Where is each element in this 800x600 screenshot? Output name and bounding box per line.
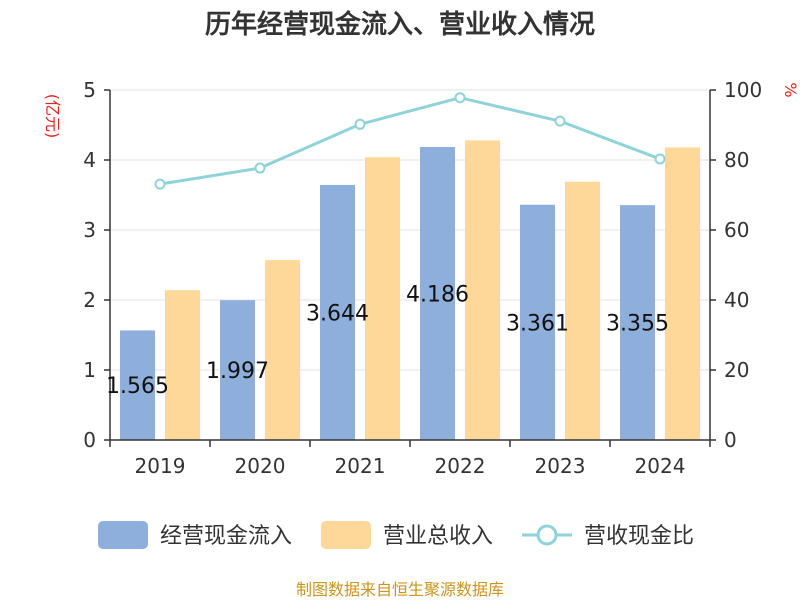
x-tick-label: 2019 bbox=[135, 454, 186, 478]
legend-item-cash-inflow[interactable]: 经营现金流入 bbox=[98, 521, 292, 549]
data-label-cash-inflow: 3.644 bbox=[306, 301, 369, 326]
left-tick-label: 1 bbox=[83, 358, 96, 382]
axes: 0 1 2 3 4 5 0 20 40 60 80 100 2019 2020 2021 2022 2023 20… bbox=[83, 78, 762, 478]
left-tick-label: 0 bbox=[83, 428, 96, 452]
legend-marker-cash-ratio bbox=[536, 524, 558, 546]
legend-item-total-revenue[interactable]: 营业总收入 bbox=[321, 521, 493, 549]
legend-label-cash-inflow: 经营现金流入 bbox=[160, 524, 292, 549]
bar-cash-inflow[interactable] bbox=[520, 204, 555, 440]
data-label-cash-inflow: 1.565 bbox=[106, 374, 169, 399]
data-label-cash-inflow: 3.355 bbox=[606, 312, 669, 337]
legend-label-cash-ratio: 营收现金比 bbox=[584, 524, 694, 549]
legend: 经营现金流入 营业总收入 营收现金比 bbox=[98, 521, 694, 549]
bar-cash-inflow[interactable] bbox=[420, 146, 455, 441]
ratio-line bbox=[154, 92, 666, 190]
x-tick-label: 2021 bbox=[335, 454, 386, 478]
legend-swatch-total-revenue bbox=[321, 521, 371, 549]
bar-total-revenue[interactable] bbox=[465, 140, 500, 440]
left-tick-label: 2 bbox=[83, 288, 96, 312]
legend-swatch-cash-inflow bbox=[98, 521, 148, 549]
x-tick-label: 2024 bbox=[635, 454, 686, 478]
right-axis-unit: % bbox=[781, 82, 800, 97]
x-tick-label: 2020 bbox=[235, 454, 286, 478]
x-tick-label: 2023 bbox=[535, 454, 586, 478]
source-note: 制图数据来自恒生聚源数据库 bbox=[296, 580, 504, 599]
bar-cash-inflow[interactable] bbox=[220, 300, 255, 440]
point-cash-ratio[interactable] bbox=[454, 92, 466, 104]
left-axis-unit: (亿元) bbox=[43, 94, 62, 139]
bar-total-revenue[interactable] bbox=[365, 157, 400, 440]
point-cash-ratio[interactable] bbox=[354, 118, 366, 130]
legend-label-total-revenue: 营业总收入 bbox=[383, 524, 493, 549]
chart-title: 历年经营现金流入、营业收入情况 bbox=[205, 9, 595, 40]
data-labels: 1.565 1.997 3.644 4.186 3.361 3.355 bbox=[106, 282, 669, 399]
data-label-cash-inflow: 1.997 bbox=[206, 359, 269, 384]
right-tick-label: 20 bbox=[724, 358, 749, 382]
x-tick-label: 2022 bbox=[435, 454, 486, 478]
bar-total-revenue[interactable] bbox=[665, 147, 700, 440]
right-tick-label: 60 bbox=[724, 218, 749, 242]
right-tick-label: 100 bbox=[724, 78, 762, 102]
bar-total-revenue[interactable] bbox=[265, 260, 300, 440]
legend-item-cash-ratio[interactable]: 营收现金比 bbox=[522, 524, 694, 549]
left-tick-label: 3 bbox=[83, 218, 96, 242]
left-tick-label: 4 bbox=[83, 148, 96, 172]
point-cash-ratio[interactable] bbox=[154, 178, 166, 190]
bar-cash-inflow[interactable] bbox=[620, 205, 655, 440]
bar-cash-inflow[interactable] bbox=[320, 184, 355, 440]
bar-total-revenue[interactable] bbox=[565, 181, 600, 440]
right-tick-label: 0 bbox=[724, 428, 737, 452]
bar-cash-inflow[interactable] bbox=[120, 330, 155, 440]
right-tick-label: 40 bbox=[724, 288, 749, 312]
point-cash-ratio[interactable] bbox=[554, 115, 566, 127]
point-cash-ratio[interactable] bbox=[254, 162, 266, 174]
data-label-cash-inflow: 3.361 bbox=[506, 311, 569, 336]
line-cash-ratio bbox=[159, 96, 661, 186]
data-label-cash-inflow: 4.186 bbox=[406, 282, 469, 307]
bars bbox=[120, 140, 700, 441]
bar-total-revenue[interactable] bbox=[165, 290, 200, 440]
right-tick-label: 80 bbox=[724, 148, 749, 172]
point-cash-ratio[interactable] bbox=[654, 153, 666, 165]
left-tick-label: 5 bbox=[83, 78, 96, 102]
